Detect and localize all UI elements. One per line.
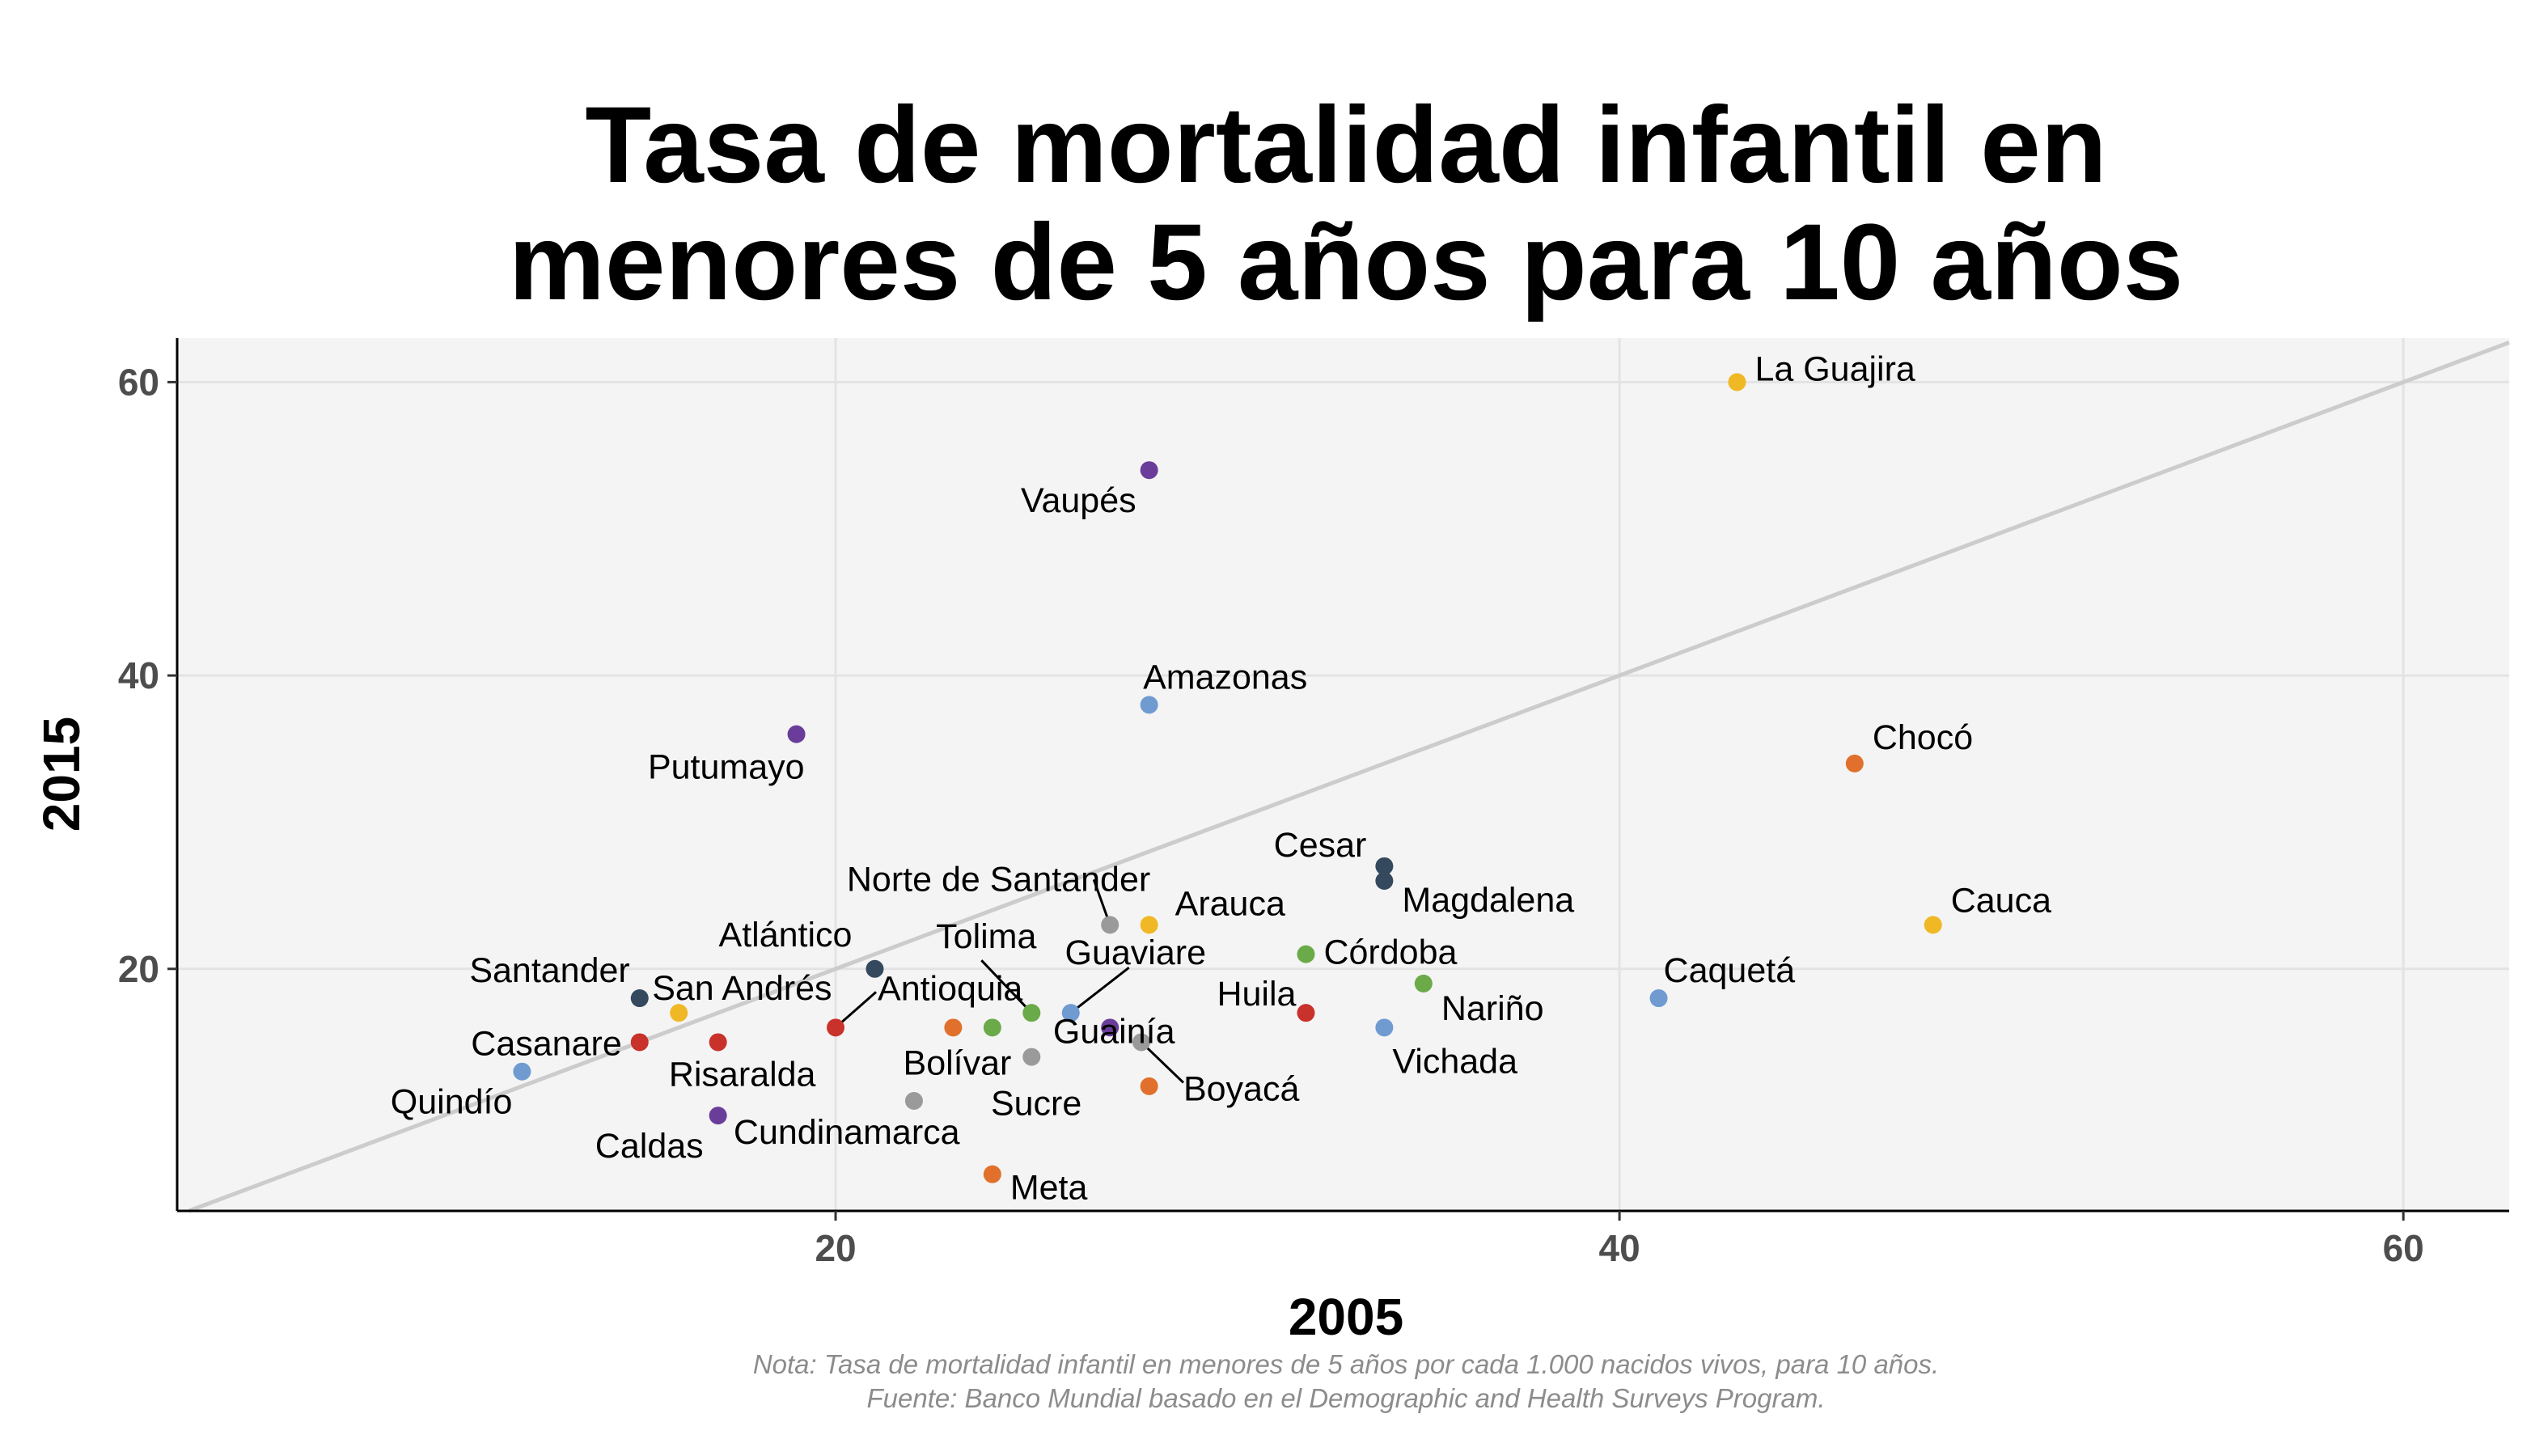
y-axis-title: 2015 [32,717,91,832]
leader-line-guaviare [1069,967,1130,1014]
axis-ticks: 20 40 60 20 40 60 [118,361,2424,1269]
data-point-sucre [1022,1048,1041,1066]
data-label-amazonas: Amazonas [1143,658,1307,696]
data-label-vaupes: Vaupés [1021,481,1136,520]
data-label-putumayo: Putumayo [648,748,805,787]
data-point-meta [983,1165,1001,1183]
data-label-choco: Chocó [1873,718,1973,757]
data-point-tolima [1022,1004,1041,1022]
data-label-narino: Nariño [1441,989,1544,1028]
y-tick-label-20: 20 [118,948,159,990]
data-point-boyaca [1132,1033,1150,1052]
x-tick-label-20: 20 [815,1227,856,1269]
x-axis-title: 2005 [1289,1288,1403,1346]
data-point-guainia [1101,1018,1120,1037]
x-tick-label-40: 40 [1599,1227,1640,1269]
data-label-bolivar: Bolívar [904,1043,1012,1082]
data-points [513,373,1942,1183]
data-label-la-guajira: La Guajira [1754,349,1915,388]
data-label-caldas: Caldas [595,1127,704,1166]
data-label-huila: Huila [1217,975,1296,1014]
data-point-cordoba [1297,945,1315,963]
data-point-huila [1297,1004,1315,1022]
data-point-choco [1845,754,1864,772]
chart-title: Tasa de mortalidad infantil en menores d… [509,85,2183,323]
plot-panel [177,338,2509,1211]
data-point-caqueta [1649,989,1668,1008]
leader-line-antioquia [835,991,878,1029]
leader-line-boyaca [1140,1041,1185,1084]
grid-lines [177,338,2509,1211]
data-label-santander: Santander [469,951,629,990]
data-label-guainia: Guainía [1053,1012,1175,1051]
data-label-sucre: Sucre [991,1085,1081,1124]
data-point-guaviare [1061,1004,1080,1022]
data-label-norte-de-santander: Norte de Santander [847,860,1150,899]
caption-note: Nota: Tasa de mortalidad infantil en men… [753,1349,1939,1379]
data-label-boyaca: Boyacá [1183,1069,1300,1108]
y-tick-label-60: 60 [118,361,159,403]
data-point-san-andres [670,1004,688,1022]
data-label-quindio: Quindío [391,1083,513,1122]
data-label-risaralda: Risaralda [669,1055,816,1094]
data-label-magdalena: Magdalena [1402,881,1574,920]
data-label-tolima: Tolima [936,917,1036,956]
point-labels: La Guajira Vaupés Amazonas Putumayo Chocó Ces… [391,349,2051,1207]
data-point-la-guajira [1728,373,1746,392]
data-point-cundinamarca [904,1091,923,1110]
data-label-cesar: Cesar [1274,826,1367,865]
data-label-cauca: Cauca [1951,881,2051,920]
leader-line-tolima [980,959,1033,1014]
data-point-atlantico [866,959,884,978]
data-point-antioquia [827,1018,845,1037]
data-label-caqueta: Caquetá [1664,951,1796,990]
data-point-casanare [630,1033,649,1052]
data-label-cordoba: Córdoba [1323,933,1457,972]
data-point-unlabeled-29 [1140,1077,1158,1095]
data-point-magdalena [1375,871,1394,890]
label-leader-lines [835,878,1185,1084]
chart-title-line-1: Tasa de mortalidad infantil en [585,85,2106,205]
caption-source: Fuente: Banco Mundial basado en el Demog… [866,1383,1825,1413]
x-tick-label-60: 60 [2383,1227,2424,1269]
y-tick-label-40: 40 [118,654,159,696]
data-point-amazonas [1140,696,1158,714]
identity-reference-line [188,341,2510,1213]
data-point-arauca [1140,916,1158,934]
data-label-atlantico: Atlántico [719,916,853,954]
data-point-narino [1414,974,1433,993]
data-label-guaviare: Guaviare [1065,933,1206,972]
data-label-san-andres: San Andrés [652,969,832,1008]
data-point-cauca [1924,916,1942,934]
data-point-quindio [513,1062,531,1081]
chart-title-line-2: menores de 5 años para 10 años [509,202,2183,323]
data-label-arauca: Arauca [1175,884,1285,923]
data-point-bolivar [944,1018,963,1037]
data-point-norte-de-santander [1101,916,1120,934]
data-point-caldas [709,1107,727,1125]
data-point-santander [630,989,649,1008]
data-point-putumayo [787,725,806,743]
data-point-vaupes [1140,461,1158,480]
data-point-cesar [1375,857,1394,875]
data-point-unlabeled-21 [983,1018,1001,1037]
data-label-meta: Meta [1010,1169,1088,1208]
data-label-cundinamarca: Cundinamarca [734,1113,960,1152]
data-point-risaralda [709,1033,727,1052]
data-label-antioquia: Antioquia [878,969,1022,1008]
data-label-vichada: Vichada [1392,1042,1517,1081]
data-point-vichada [1375,1018,1394,1037]
data-label-casanare: Casanare [471,1024,621,1063]
